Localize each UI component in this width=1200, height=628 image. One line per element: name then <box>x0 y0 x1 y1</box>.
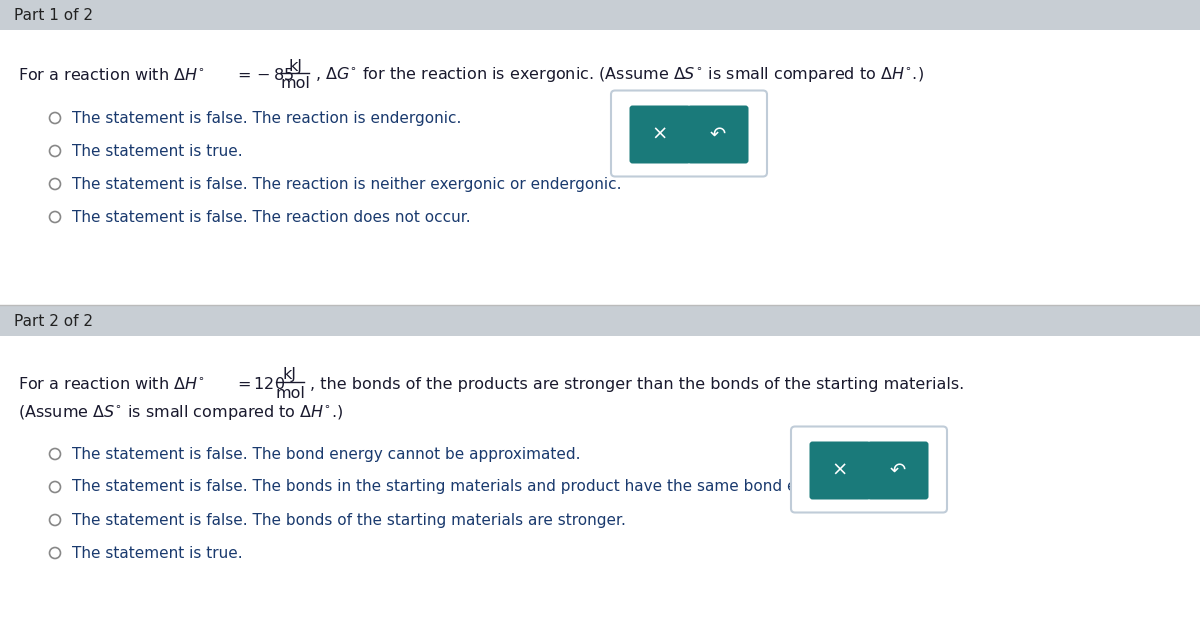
Text: Part 1 of 2: Part 1 of 2 <box>14 8 94 23</box>
Text: The statement is false. The bonds in the starting materials and product have the: The statement is false. The bonds in the… <box>72 480 844 494</box>
FancyBboxPatch shape <box>791 426 947 512</box>
FancyBboxPatch shape <box>0 0 1200 30</box>
Text: ×: × <box>652 125 668 144</box>
Text: For a reaction with $\Delta H^{\circ}$: For a reaction with $\Delta H^{\circ}$ <box>18 67 205 83</box>
Text: ↶: ↶ <box>890 461 906 480</box>
Text: ×: × <box>832 461 848 480</box>
Text: The statement is false. The bonds of the starting materials are stronger.: The statement is false. The bonds of the… <box>72 512 626 528</box>
Text: kJ: kJ <box>283 367 298 382</box>
Text: mol: mol <box>280 77 310 92</box>
FancyBboxPatch shape <box>688 106 749 163</box>
Text: kJ: kJ <box>288 58 302 73</box>
Text: The statement is true.: The statement is true. <box>72 546 242 561</box>
FancyBboxPatch shape <box>868 441 929 499</box>
FancyBboxPatch shape <box>611 90 767 176</box>
FancyBboxPatch shape <box>630 106 690 163</box>
FancyBboxPatch shape <box>0 336 1200 628</box>
Text: The statement is false. The reaction is endergonic.: The statement is false. The reaction is … <box>72 111 461 126</box>
Text: The statement is false. The bond energy cannot be approximated.: The statement is false. The bond energy … <box>72 447 581 462</box>
Text: mol: mol <box>275 386 305 401</box>
Text: The statement is true.: The statement is true. <box>72 144 242 158</box>
Text: The statement is false. The reaction is neither exergonic or endergonic.: The statement is false. The reaction is … <box>72 176 622 192</box>
FancyBboxPatch shape <box>0 306 1200 336</box>
Text: Part 2 of 2: Part 2 of 2 <box>14 313 94 328</box>
Text: , $\Delta G^{\circ}$ for the reaction is exergonic. (Assume $\Delta S^{\circ}$ i: , $\Delta G^{\circ}$ for the reaction is… <box>314 65 924 85</box>
FancyBboxPatch shape <box>0 30 1200 310</box>
FancyBboxPatch shape <box>810 441 870 499</box>
Text: For a reaction with $\Delta H^{\circ}$: For a reaction with $\Delta H^{\circ}$ <box>18 376 205 392</box>
Text: The statement is false. The reaction does not occur.: The statement is false. The reaction doe… <box>72 210 470 224</box>
Text: $= -85$: $= -85$ <box>234 67 294 83</box>
Text: , the bonds of the products are stronger than the bonds of the starting material: , the bonds of the products are stronger… <box>310 377 965 391</box>
Text: $= 120$: $= 120$ <box>234 376 286 392</box>
Text: ↶: ↶ <box>710 125 726 144</box>
Text: (Assume $\Delta S^{\circ}$ is small compared to $\Delta H^{\circ}$.): (Assume $\Delta S^{\circ}$ is small comp… <box>18 403 343 421</box>
